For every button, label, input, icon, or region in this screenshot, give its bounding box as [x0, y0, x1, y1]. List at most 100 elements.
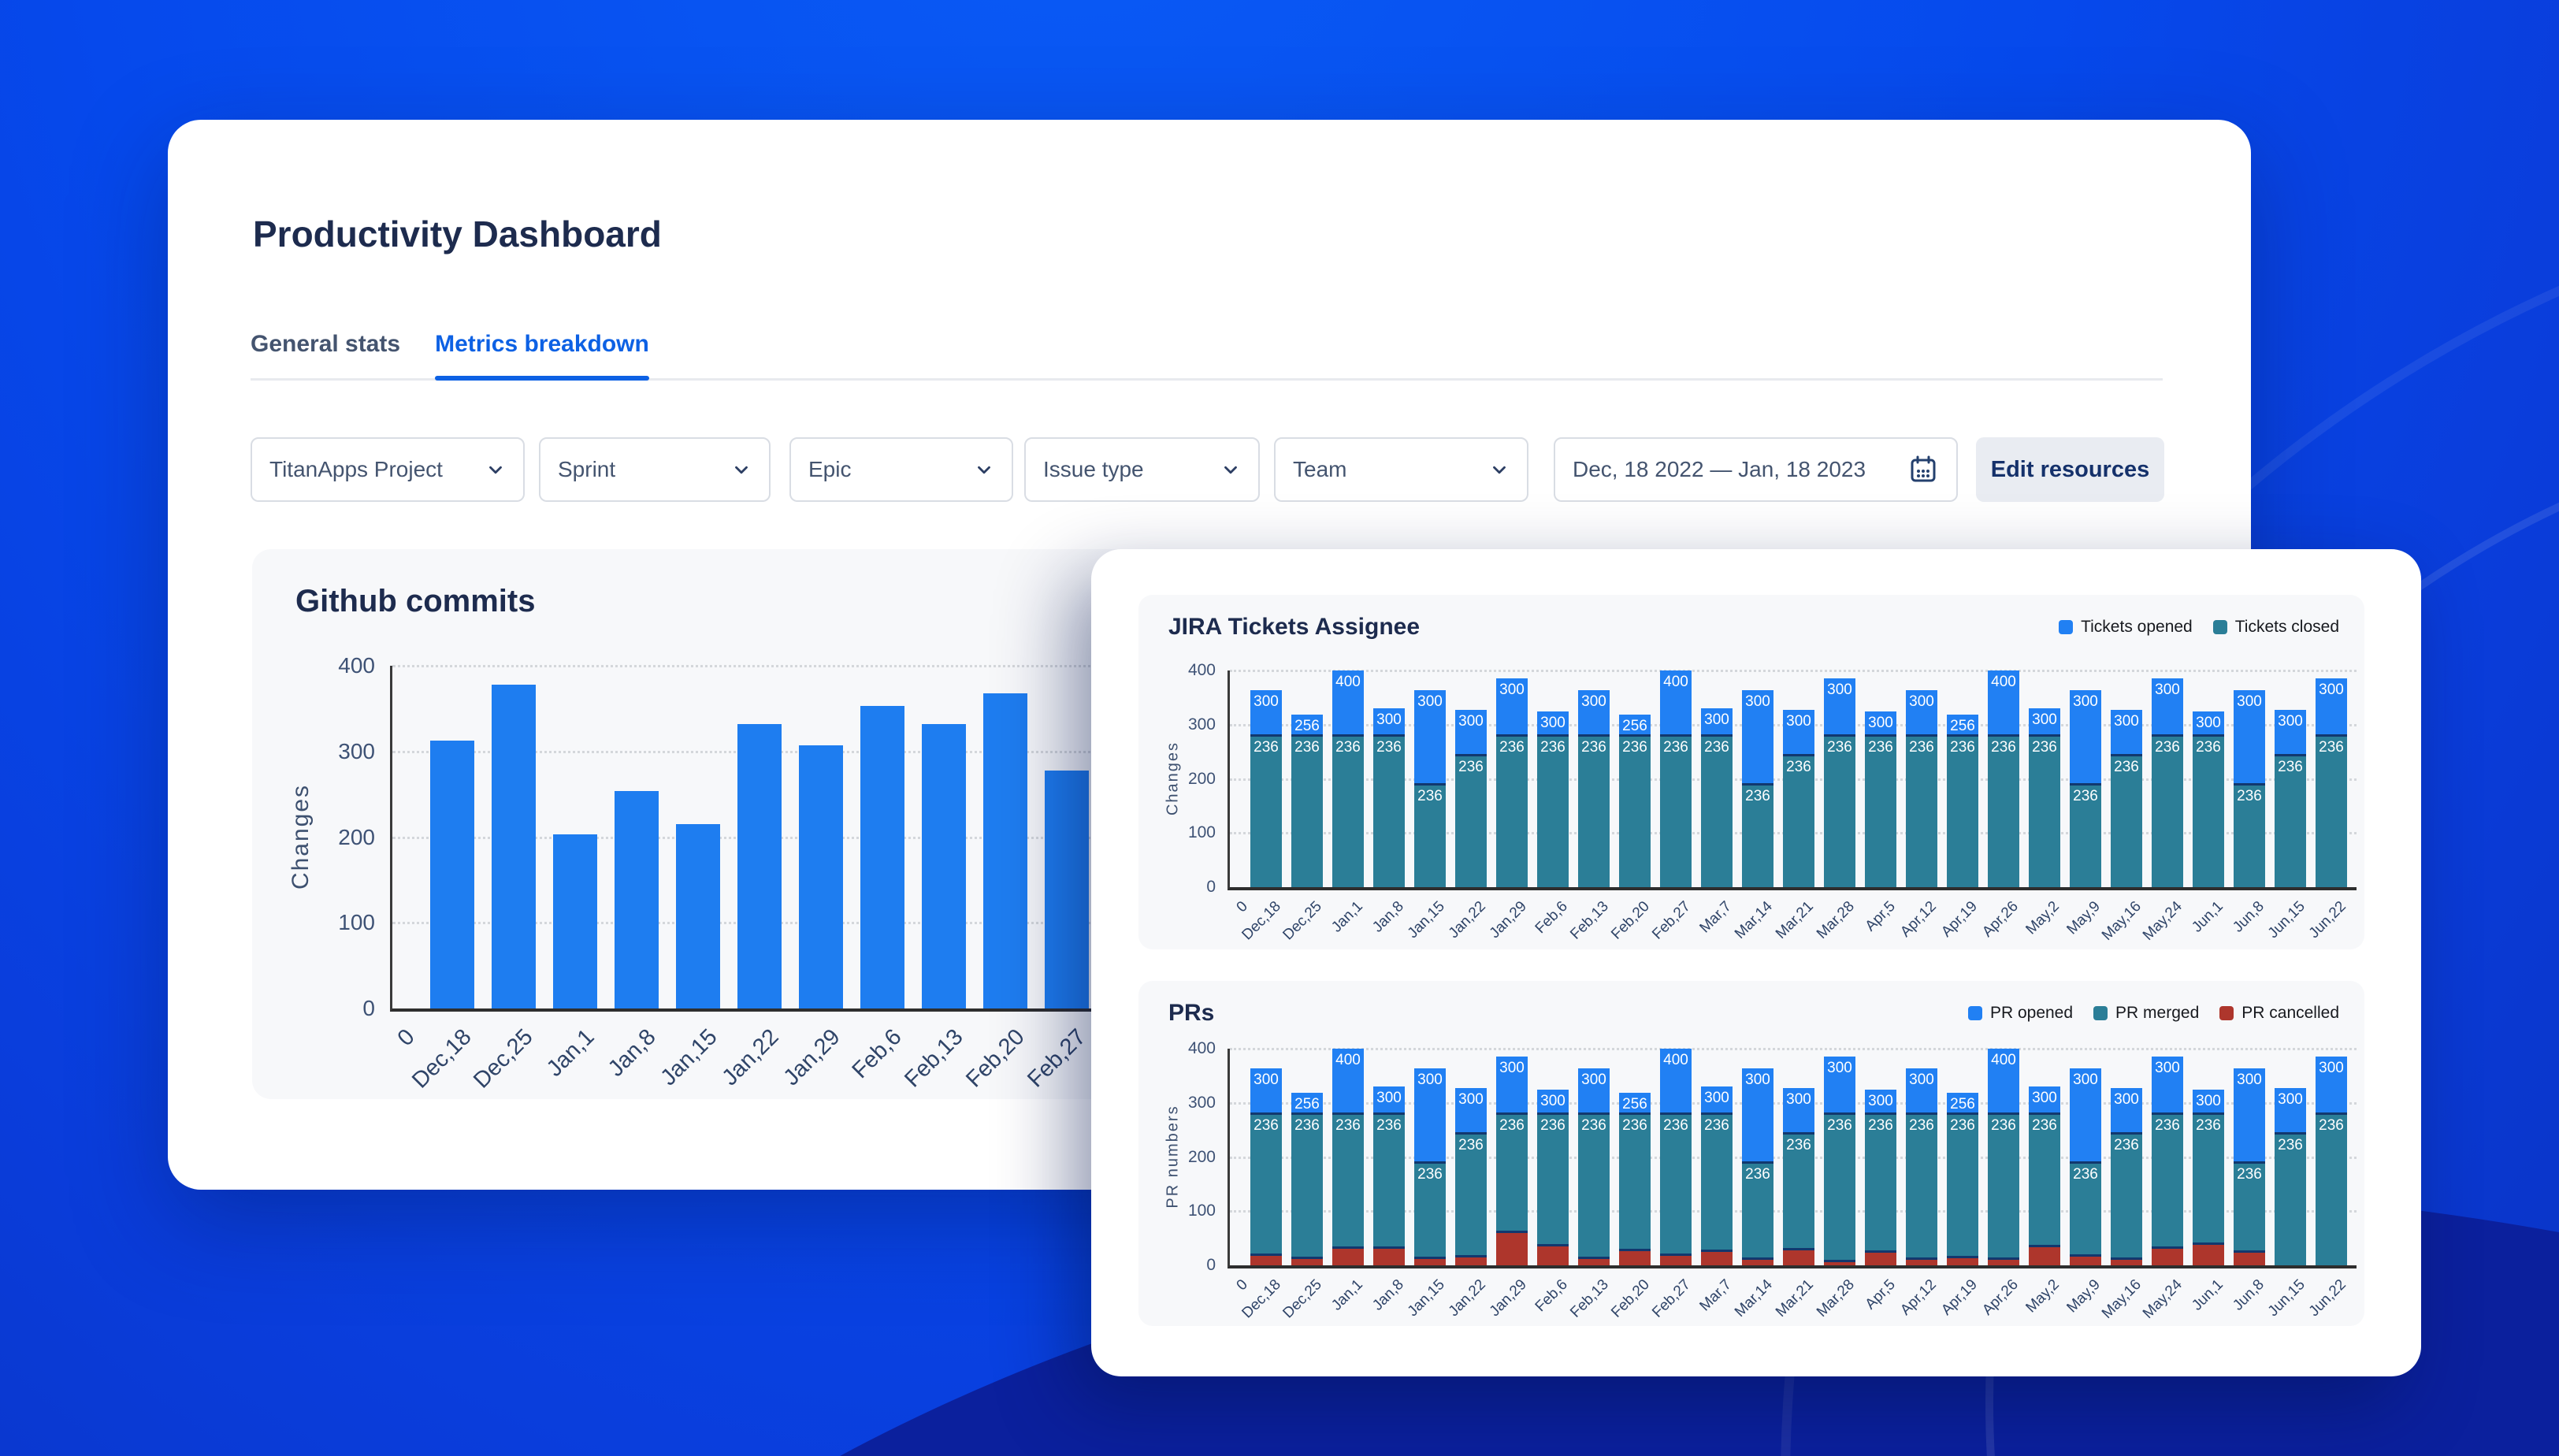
bar-Jun,15[interactable]: 300 236 — [2275, 1087, 2306, 1265]
x-tick-label: Jan,1 — [1328, 1276, 1366, 1314]
bar-Apr,19[interactable]: 256 236 — [1947, 714, 1978, 887]
bar-Jun,8[interactable]: 300 236 — [2234, 689, 2265, 887]
bar-Dec,18[interactable]: 300 236 — [1250, 1068, 1282, 1265]
bar-Jan,8[interactable]: 300 236 — [1373, 708, 1405, 887]
bar-Feb,27[interactable]: 400 236 — [1660, 1049, 1692, 1265]
bar-May,16[interactable]: 300 236 — [2111, 1087, 2142, 1265]
bar-Jan,29[interactable]: 300 236 — [1496, 1056, 1528, 1265]
bar-Feb,6[interactable] — [860, 706, 904, 1008]
bar-Dec,25[interactable] — [492, 684, 536, 1008]
bar-segment — [615, 790, 659, 1008]
bar-Jun,22[interactable]: 300 236 — [2316, 1056, 2347, 1265]
bar-Feb,27[interactable] — [1045, 770, 1089, 1008]
bar-segment — [1824, 1112, 1855, 1261]
bar-segment — [1455, 1131, 1487, 1255]
y-tick-label: 400 — [338, 653, 375, 678]
bar-segment — [1291, 734, 1323, 887]
bar-May,24[interactable]: 300 236 — [2152, 1056, 2183, 1265]
bar-Feb,6[interactable]: 300 236 — [1537, 1090, 1569, 1265]
bar-Jan,22[interactable]: 300 236 — [1455, 1087, 1487, 1265]
bar-Mar,21[interactable]: 300 236 — [1783, 1087, 1814, 1265]
bar-segment — [1701, 734, 1733, 887]
bar-May,2[interactable]: 300 236 — [2029, 1086, 2060, 1265]
bar-value-label: 236 — [1991, 739, 2016, 756]
bar-May,16[interactable]: 300 236 — [2111, 709, 2142, 887]
bar-Mar,28[interactable]: 300 236 — [1824, 1056, 1855, 1265]
bar-Jan,8[interactable]: 300 236 — [1373, 1086, 1405, 1265]
bar-Jun,15[interactable]: 300 236 — [2275, 709, 2306, 887]
bar-Feb,6[interactable]: 300 236 — [1537, 711, 1569, 887]
calendar-icon — [1911, 455, 1936, 482]
bar-Apr,26[interactable]: 400 236 — [1988, 1049, 2019, 1265]
edit-resources-button[interactable]: Edit resources — [1976, 437, 2164, 502]
filter-epic-select[interactable]: Epic — [789, 437, 1013, 502]
x-tick-label: Feb,20 — [1608, 898, 1653, 943]
bar-Apr,26[interactable]: 400 236 — [1988, 670, 2019, 887]
filter-team-select[interactable]: Team — [1274, 437, 1528, 502]
bar-Feb,13[interactable] — [922, 723, 966, 1008]
bar-Mar,7[interactable]: 300 236 — [1701, 708, 1733, 887]
bar-segment — [1250, 734, 1282, 887]
bar-Jan,1[interactable]: 400 236 — [1332, 670, 1364, 887]
bar-Jan,22[interactable] — [737, 723, 782, 1008]
bar-value-label: 236 — [1376, 1117, 1402, 1135]
bar-Feb,13[interactable]: 300 236 — [1578, 1068, 1610, 1265]
bar-May,24[interactable]: 300 236 — [2152, 678, 2183, 887]
bar-Apr,12[interactable]: 300 236 — [1906, 689, 1937, 887]
bar-Jan,1[interactable] — [553, 834, 597, 1008]
bar-Feb,20[interactable]: 256 236 — [1619, 714, 1651, 887]
bar-Feb,13[interactable]: 300 236 — [1578, 689, 1610, 887]
bar-Apr,12[interactable]: 300 236 — [1906, 1068, 1937, 1265]
bar-Mar,14[interactable]: 300 236 — [1742, 689, 1773, 887]
bar-Jan,15[interactable]: 300 236 — [1414, 1068, 1446, 1265]
bar-Apr,5[interactable]: 300 236 — [1865, 711, 1896, 887]
bar-segment — [1906, 689, 1937, 735]
bar-Jun,1[interactable]: 300 236 — [2193, 711, 2224, 887]
bar-May,9[interactable]: 300 236 — [2070, 1068, 2101, 1265]
tab-general-stats[interactable]: General stats — [251, 331, 401, 357]
bar-Mar,21[interactable]: 300 236 — [1783, 709, 1814, 887]
bar-Jan,22[interactable]: 300 236 — [1455, 709, 1487, 887]
bar-value-label: 300 — [2319, 1059, 2344, 1076]
bar-Mar,7[interactable]: 300 236 — [1701, 1086, 1733, 1265]
date-range-picker[interactable]: Dec, 18 2022 — Jan, 18 2023 — [1554, 437, 1958, 502]
bar-May,9[interactable]: 300 236 — [2070, 689, 2101, 887]
bar-Mar,28[interactable]: 300 236 — [1824, 678, 1855, 887]
bar-Feb,20[interactable] — [983, 693, 1027, 1008]
bar-Dec,25[interactable]: 256 236 — [1291, 1092, 1323, 1265]
bar-segment — [983, 693, 1027, 1008]
tab-metrics-breakdown[interactable]: Metrics breakdown — [435, 331, 649, 381]
bar-Jan,29[interactable] — [799, 745, 843, 1008]
x-tick-label: Jun,15 — [2264, 1276, 2308, 1320]
bar-Jan,15[interactable]: 300 236 — [1414, 689, 1446, 887]
bar-value-label: 300 — [2032, 711, 2057, 729]
bar-Mar,14[interactable]: 300 236 — [1742, 1068, 1773, 1265]
x-tick-label: Jan,15 — [1404, 1276, 1448, 1320]
bar-Dec,18[interactable]: 300 236 — [1250, 689, 1282, 887]
bar-segment — [2316, 1112, 2347, 1265]
filter-project-select[interactable]: TitanApps Project — [251, 437, 525, 502]
gridline — [1230, 670, 2357, 672]
filter-sprint-select[interactable]: Sprint — [539, 437, 771, 502]
bar-Jan,1[interactable]: 400 236 — [1332, 1049, 1364, 1265]
bar-Feb,20[interactable]: 256 236 — [1619, 1092, 1651, 1265]
bar-value-label: 400 — [1335, 674, 1361, 690]
bar-Jan,8[interactable] — [615, 790, 659, 1008]
filter-issue-type-label: Issue type — [1043, 457, 1144, 481]
bar-Dec,25[interactable]: 256 236 — [1291, 714, 1323, 887]
bar-value-label: 236 — [2114, 758, 2139, 775]
y-tick-label: 400 — [1187, 1039, 1216, 1057]
filter-issue-type-select[interactable]: Issue type — [1024, 437, 1260, 502]
bar-Jun,8[interactable]: 300 236 — [2234, 1068, 2265, 1265]
bar-Feb,27[interactable]: 400 236 — [1660, 670, 1692, 887]
x-tick-label: Jun,22 — [2305, 1276, 2349, 1320]
bar-Jan,29[interactable]: 300 236 — [1496, 678, 1528, 887]
bar-Jun,22[interactable]: 300 236 — [2316, 678, 2347, 887]
bar-Jun,1[interactable]: 300 236 — [2193, 1090, 2224, 1265]
bar-Dec,18[interactable] — [430, 740, 474, 1008]
bar-value-label: 300 — [1376, 711, 1402, 729]
bar-May,2[interactable]: 300 236 — [2029, 708, 2060, 887]
bar-Apr,19[interactable]: 256 236 — [1947, 1092, 1978, 1265]
bar-Jan,15[interactable] — [676, 824, 720, 1008]
bar-Apr,5[interactable]: 300 236 — [1865, 1090, 1896, 1265]
